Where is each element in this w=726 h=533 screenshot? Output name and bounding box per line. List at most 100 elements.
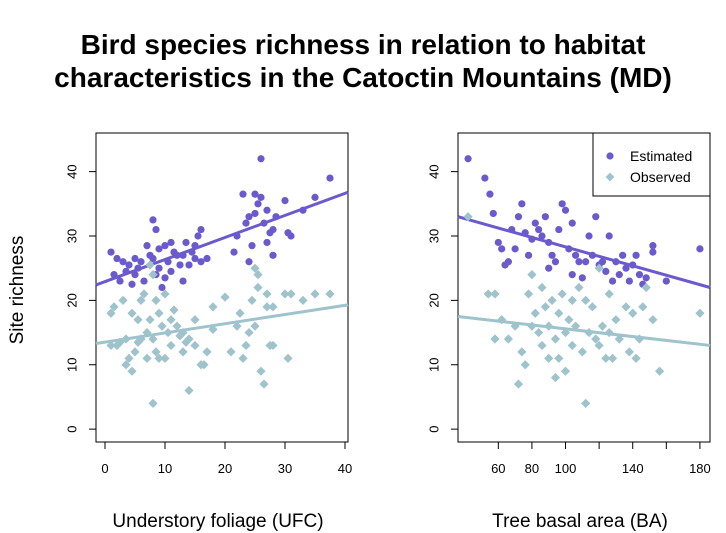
- panel2-estimated-trend-line: [457, 215, 711, 289]
- panel1-observed-point: [106, 308, 116, 318]
- panel2-estimated-point: [561, 206, 570, 214]
- panel2-estimated-point: [635, 271, 644, 279]
- panel1-estimated-point: [257, 193, 265, 201]
- panel2-estimated-point: [598, 258, 607, 266]
- panel2-x-tick-label: 140: [622, 461, 644, 476]
- panel2-estimated-point: [605, 232, 613, 240]
- panel2-estimated-point: [625, 277, 633, 285]
- panel2-observed-point: [567, 295, 577, 305]
- panel1-observed-point: [253, 282, 263, 293]
- panel2-y-tick-label: 0: [427, 426, 442, 433]
- panel2-x-axis-label: Tree basal area (BA): [492, 511, 668, 532]
- panel1-estimated-point: [143, 242, 151, 250]
- panel1-y-tick-label: 30: [65, 229, 80, 243]
- panel1-estimated-point: [137, 258, 145, 266]
- panel1-observed-point: [250, 263, 260, 273]
- panel1-observed-point: [310, 289, 320, 299]
- panel2-estimated-point: [481, 174, 489, 182]
- panel2-estimated-point: [608, 277, 617, 285]
- panel1-estimated-point: [140, 277, 148, 285]
- panel2-y-tick-label: 10: [427, 358, 442, 372]
- panel2-observed-point: [648, 315, 658, 325]
- panel1-observed-point: [124, 353, 134, 363]
- panel1-x-tick-label: 30: [278, 461, 292, 476]
- panel1-observed-point: [253, 270, 263, 280]
- panel1-observed-point: [268, 340, 278, 351]
- panel1-estimated-point: [287, 232, 295, 240]
- panel2-estimated-point: [518, 200, 526, 208]
- panel2-observed-point: [564, 315, 574, 325]
- panel2-estimated-point: [585, 232, 593, 240]
- panel1-observed-point: [262, 289, 272, 299]
- panel1-estimated-point: [197, 225, 205, 234]
- panel2-observed-point: [594, 263, 604, 273]
- panel1-plot-frame: [95, 132, 349, 443]
- panel1-x-tick-label: 0: [101, 461, 108, 476]
- panel1-observed-point: [118, 295, 128, 305]
- panel1-observed-trend-line: [95, 303, 349, 345]
- panel2-estimated-point: [696, 245, 704, 253]
- panel1-estimated-point: [149, 254, 157, 263]
- panel1-estimated-point: [167, 267, 175, 276]
- panel1-estimated-point: [242, 219, 250, 227]
- panel1-observed-point: [127, 366, 137, 376]
- panel2-observed-point: [631, 353, 641, 363]
- panel2-estimated-point: [622, 264, 630, 272]
- panel2-observed-point: [577, 347, 587, 357]
- panel1-estimated-point: [263, 238, 271, 247]
- panel1-observed-point: [136, 295, 146, 305]
- panel2-observed-point: [607, 353, 618, 363]
- panel1-estimated-point: [167, 238, 175, 247]
- panel2-estimated-point: [592, 213, 600, 221]
- panel1-estimated-point: [245, 258, 253, 266]
- panel2-legend-marker-observed: [605, 172, 615, 182]
- panel2-estimated-point: [531, 219, 539, 227]
- panel2-observed-point: [567, 340, 577, 351]
- panel2-x-tick-label: 100: [555, 461, 577, 476]
- panel1-estimated-point: [128, 280, 136, 288]
- panel1-observed-point: [325, 289, 335, 299]
- panel2-estimated-point: [494, 238, 502, 247]
- panel1-estimated-point: [248, 242, 256, 250]
- panel2-legend-label-estimated: Estimated: [630, 148, 692, 164]
- panel1-observed-point: [235, 308, 245, 318]
- panel1-estimated-point: [251, 209, 259, 218]
- panel2-observed-point: [604, 289, 614, 299]
- panel2-observed-point: [534, 327, 544, 338]
- panel2-estimated-point: [486, 190, 494, 198]
- panel2-x-tick-label: 180: [689, 461, 711, 476]
- panel1-estimated-point: [269, 251, 277, 259]
- panel2-estimated-point: [504, 258, 512, 266]
- panel2-estimated-point: [555, 225, 563, 234]
- panel1-observed-point: [148, 270, 158, 280]
- panel1-estimated-point: [230, 248, 238, 256]
- panel2-estimated-point: [524, 251, 533, 259]
- panel2-observed-point: [601, 353, 611, 363]
- panel1-y-tick-label: 20: [65, 293, 80, 307]
- panel1-observed-point: [250, 321, 260, 331]
- panel1-observed-point: [172, 321, 182, 331]
- panel1-observed-point: [166, 340, 176, 351]
- panel1-observed-point: [226, 347, 236, 357]
- panel1-observed-point: [199, 360, 209, 370]
- panel2-estimated-point: [649, 248, 657, 256]
- panel2-observed-point: [523, 289, 534, 299]
- panel2-observed-point: [560, 366, 571, 376]
- panel2-estimated-point: [568, 271, 576, 279]
- panel1-observed-point: [154, 353, 164, 363]
- panel2-observed-point: [537, 282, 547, 293]
- panel1-observed-point: [157, 321, 167, 331]
- panel2-estimated-point: [649, 242, 657, 250]
- panel1-observed-point: [220, 292, 230, 302]
- panel1-observed-point: [160, 289, 170, 299]
- panel1-estimated-point: [281, 196, 289, 205]
- panel1-estimated-point: [158, 283, 166, 292]
- panel1-observed-point: [145, 260, 155, 270]
- panel2-observed-point: [520, 360, 530, 370]
- panel2-observed-point: [655, 366, 665, 376]
- panel1-estimated-point: [161, 242, 169, 250]
- panel2-estimated-point: [535, 225, 543, 234]
- panel1-estimated-point: [131, 254, 139, 263]
- panel2-observed-point: [638, 302, 648, 312]
